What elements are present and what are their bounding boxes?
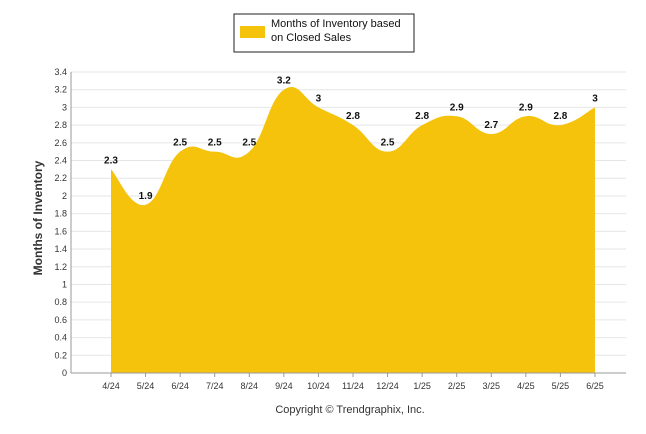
- x-tick-label: 1/25: [413, 381, 431, 391]
- x-tick-label: 5/25: [552, 381, 570, 391]
- x-tick-label: 4/24: [102, 381, 120, 391]
- data-label: 3: [592, 93, 598, 104]
- data-label: 3.2: [277, 76, 291, 87]
- legend: Months of Inventory based on Closed Sale…: [233, 13, 415, 53]
- data-label: 2.8: [553, 111, 567, 122]
- y-tick-label: 3.4: [54, 67, 67, 77]
- y-tick-label: 2: [62, 191, 67, 201]
- x-tick-labels: 4/24 5/24 6/24 7/24 8/24 9/24 10/24 11/24 12/24 1…: [102, 373, 604, 391]
- data-label: 3: [316, 93, 322, 104]
- data-label: 2.5: [242, 138, 256, 149]
- axes: [70, 72, 626, 374]
- y-tick-label: 0.4: [54, 333, 67, 343]
- data-label: 2.5: [173, 138, 187, 149]
- series-area: [111, 87, 595, 374]
- x-tick-label: 6/24: [171, 381, 189, 391]
- x-tick-label: 12/24: [376, 381, 399, 391]
- y-tick-labels: 0 0.2 0.4 0.6 0.8 1 1.2 1.4 1.6 1.8 2 2.2 2.4 2.6 2.8 3…: [54, 67, 67, 378]
- y-tick-label: 0.8: [54, 297, 67, 307]
- series-area-shape: [111, 87, 595, 374]
- y-tick-label: 2.8: [54, 120, 67, 130]
- y-tick-label: 1.4: [54, 244, 67, 254]
- y-tick-label: 0: [62, 368, 67, 378]
- y-tick-label: 1.2: [54, 262, 67, 272]
- x-tick-label: 4/25: [517, 381, 535, 391]
- data-label: 1.9: [139, 191, 153, 202]
- x-tick-label: 6/25: [586, 381, 604, 391]
- y-tick-label: 1.6: [54, 226, 67, 236]
- y-tick-label: 1: [62, 279, 67, 289]
- y-tick-label: 2.4: [54, 156, 67, 166]
- copyright-credit: Copyright © Trendgraphix, Inc.: [275, 404, 424, 416]
- y-tick-label: 3.2: [54, 85, 67, 95]
- y-tick-label: 0.2: [54, 350, 67, 360]
- data-label: 2.5: [381, 138, 395, 149]
- legend-line-1: Months of Inventory based: [271, 18, 401, 30]
- data-label: 2.9: [450, 102, 464, 113]
- x-tick-label: 10/24: [307, 381, 330, 391]
- y-tick-label: 0.6: [54, 315, 67, 325]
- legend-line-2: on Closed Sales: [271, 32, 352, 44]
- x-tick-label: 9/24: [275, 381, 293, 391]
- y-tick-label: 3: [62, 102, 67, 112]
- data-label: 2.8: [346, 111, 360, 122]
- y-tick-label: 1.8: [54, 209, 67, 219]
- data-label: 2.9: [519, 102, 533, 113]
- x-tick-label: 2/25: [448, 381, 466, 391]
- data-label: 2.8: [415, 111, 429, 122]
- x-tick-label: 11/24: [342, 381, 364, 391]
- data-label: 2.7: [484, 120, 498, 131]
- x-tick-label: 5/24: [137, 381, 155, 391]
- legend-swatch: [240, 26, 265, 38]
- y-tick-label: 2.2: [54, 173, 67, 183]
- y-tick-label: 2.6: [54, 138, 67, 148]
- x-tick-label: 7/24: [206, 381, 224, 391]
- y-axis-label: Months of Inventory: [31, 160, 45, 275]
- x-tick-label: 3/25: [483, 381, 501, 391]
- data-label: 2.5: [208, 138, 222, 149]
- data-labels: 2.3 1.9 2.5 2.5 2.5 3.2 3 2.8 2.5 2.8 2.9 2.7 2.9 2.8…: [104, 76, 598, 202]
- x-tick-label: 8/24: [241, 381, 259, 391]
- data-label: 2.3: [104, 155, 118, 166]
